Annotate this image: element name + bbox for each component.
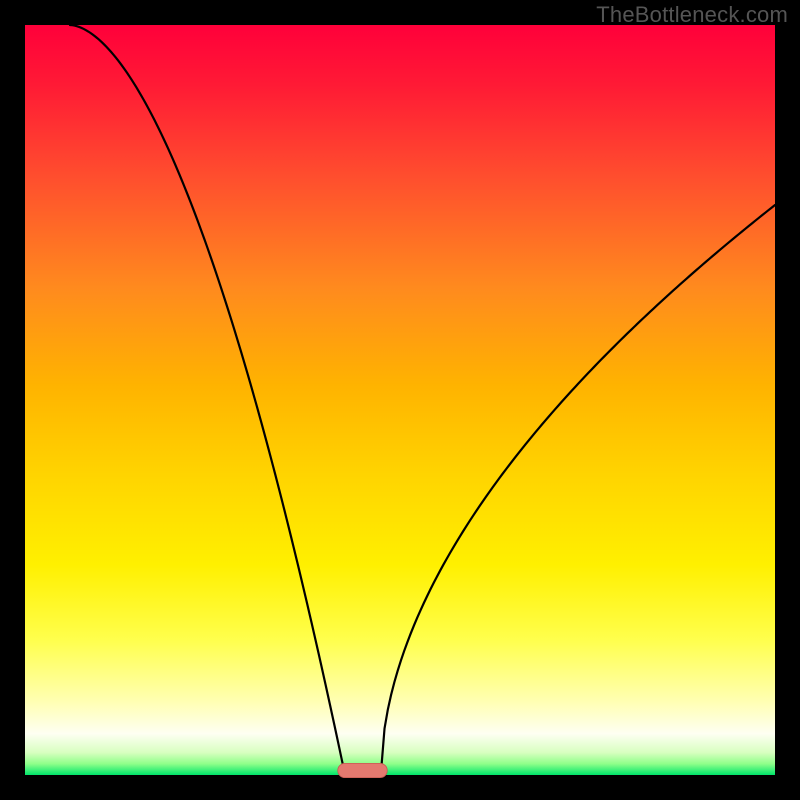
chart-frame: TheBottleneck.com bbox=[0, 0, 800, 800]
watermark-text: TheBottleneck.com bbox=[596, 2, 788, 28]
bottleneck-chart bbox=[0, 0, 800, 800]
bottleneck-marker bbox=[338, 763, 388, 777]
